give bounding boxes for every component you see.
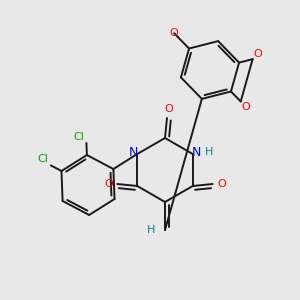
Text: O: O (165, 104, 173, 114)
Text: Cl: Cl (38, 154, 48, 164)
Text: O: O (104, 179, 113, 189)
Text: N: N (129, 146, 138, 158)
Text: H: H (205, 147, 213, 157)
Text: N: N (192, 146, 201, 158)
Text: Cl: Cl (73, 132, 84, 142)
Text: H: H (147, 225, 155, 235)
Text: O: O (169, 28, 178, 38)
Text: O: O (217, 179, 226, 189)
Text: O: O (253, 49, 262, 59)
Text: O: O (241, 101, 250, 112)
